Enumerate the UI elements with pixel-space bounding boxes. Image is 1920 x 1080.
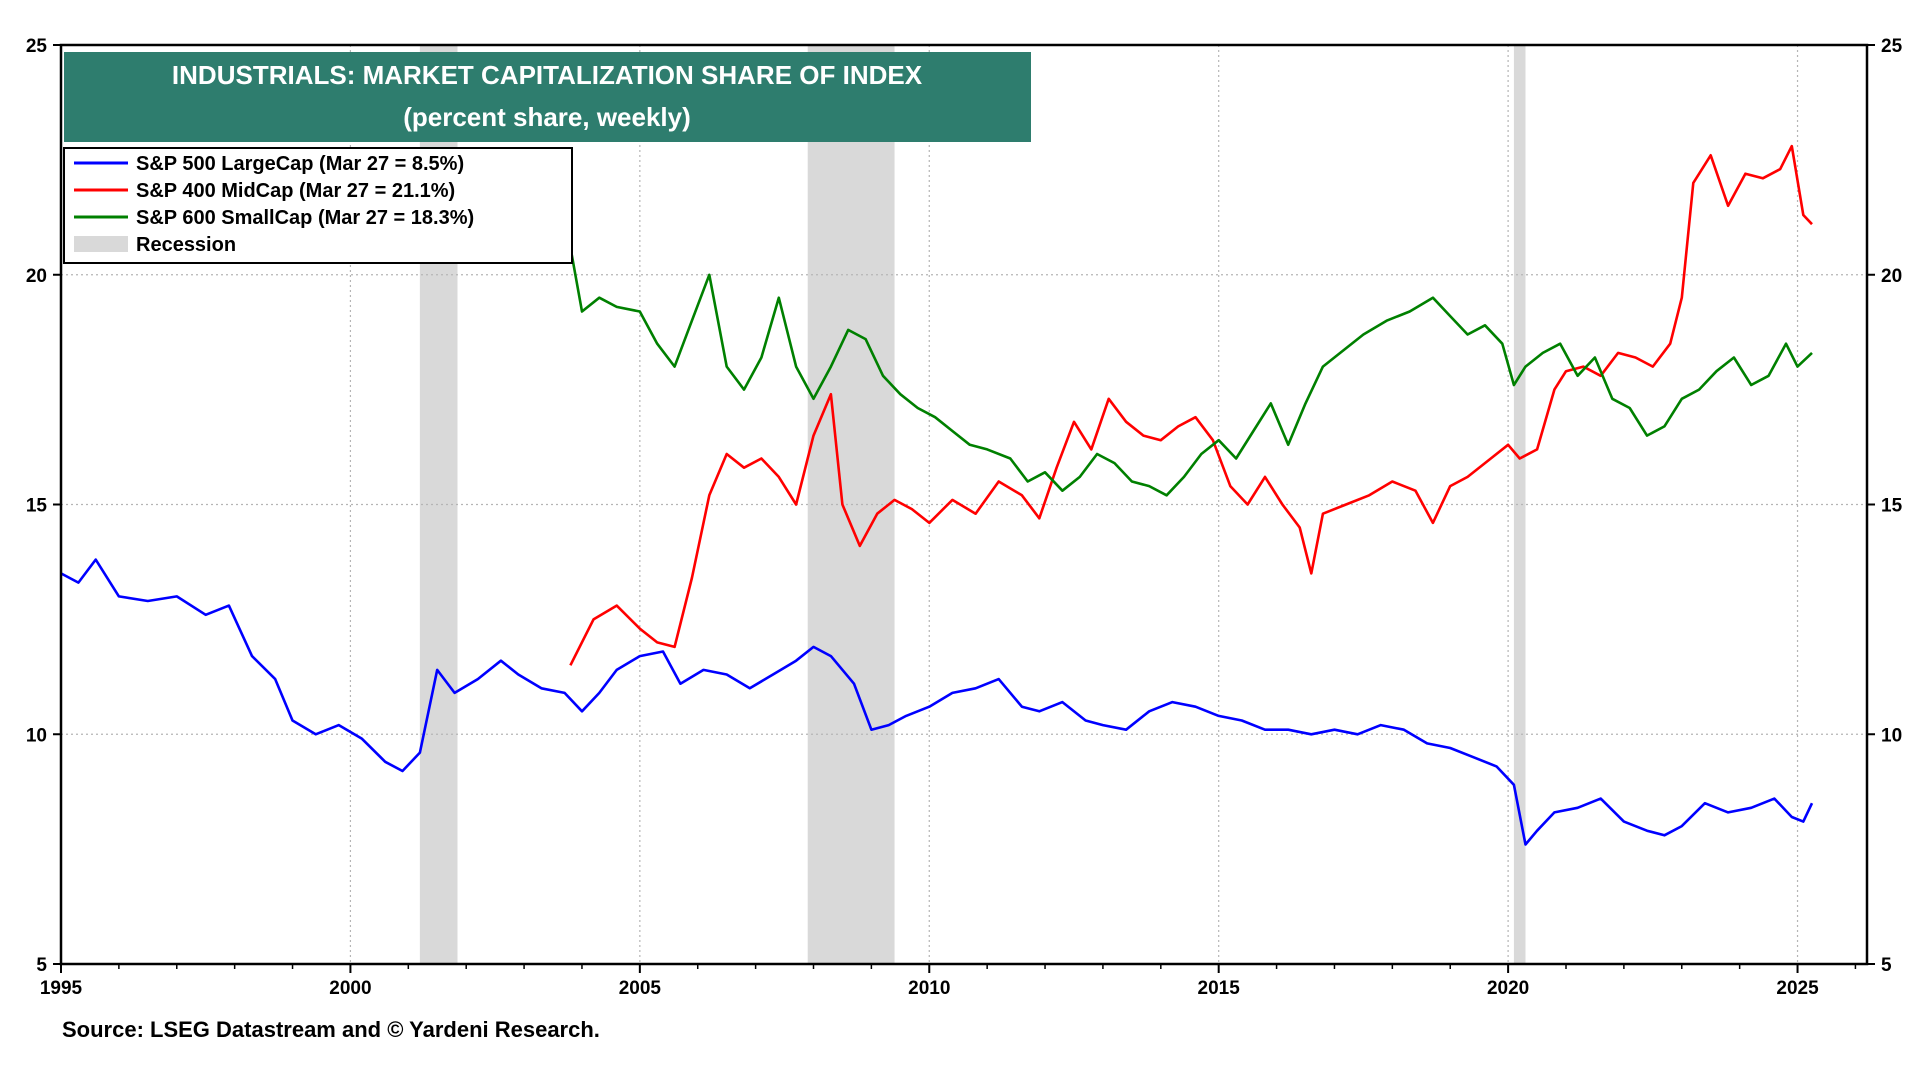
legend-label-recession: Recession xyxy=(136,234,236,256)
legend-label-mid: S&P 400 MidCap (Mar 27 = 21.1%) xyxy=(136,180,455,202)
data-series xyxy=(60,144,1814,846)
x-tick-label-2025: 2025 xyxy=(1776,978,1819,999)
x-tick-label-2010: 2010 xyxy=(908,978,950,999)
x-tick-label-1995: 1995 xyxy=(40,978,83,999)
x-tick-label-2020: 2020 xyxy=(1487,978,1529,999)
y-tick-label-left-5: 5 xyxy=(36,955,47,976)
y-tick-label-left-25: 25 xyxy=(26,36,48,57)
series-line-large xyxy=(60,558,1814,846)
legend-box xyxy=(63,147,573,264)
source-note: Source: LSEG Datastream and © Yardeni Re… xyxy=(62,1017,600,1042)
title-box: INDUSTRIALS: MARKET CAPITALIZATION SHARE… xyxy=(64,52,1031,142)
recession-band-2 xyxy=(1513,45,1526,964)
y-tick-label-right-20: 20 xyxy=(1881,266,1902,287)
chart-subtitle: (percent share, weekly) xyxy=(403,102,691,132)
series-line-small xyxy=(569,246,1813,497)
legend-label-large: S&P 500 LargeCap (Mar 27 = 8.5%) xyxy=(136,153,464,175)
y-tick-label-left-10: 10 xyxy=(26,725,47,746)
legend: S&P 500 LargeCap (Mar 27 = 8.5%) S&P 400… xyxy=(63,147,573,264)
legend-swatch-recession xyxy=(74,236,128,252)
x-tick-label-2005: 2005 xyxy=(619,978,662,999)
x-tick-label-2015: 2015 xyxy=(1198,978,1241,999)
chart-title: INDUSTRIALS: MARKET CAPITALIZATION SHARE… xyxy=(172,60,923,90)
y-tick-label-right-25: 25 xyxy=(1881,36,1903,57)
grid-lines xyxy=(61,45,1867,964)
series-line-mid xyxy=(569,144,1813,666)
y-tick-label-right-15: 15 xyxy=(1881,496,1903,517)
y-tick-label-right-10: 10 xyxy=(1881,725,1902,746)
title-background xyxy=(64,52,1031,142)
x-tick-label-2000: 2000 xyxy=(329,978,371,999)
y-tick-label-right-5: 5 xyxy=(1881,955,1892,976)
y-tick-label-left-20: 20 xyxy=(26,266,47,287)
legend-label-small: S&P 600 SmallCap (Mar 27 = 18.3%) xyxy=(136,207,474,229)
y-tick-label-left-15: 15 xyxy=(26,496,48,517)
